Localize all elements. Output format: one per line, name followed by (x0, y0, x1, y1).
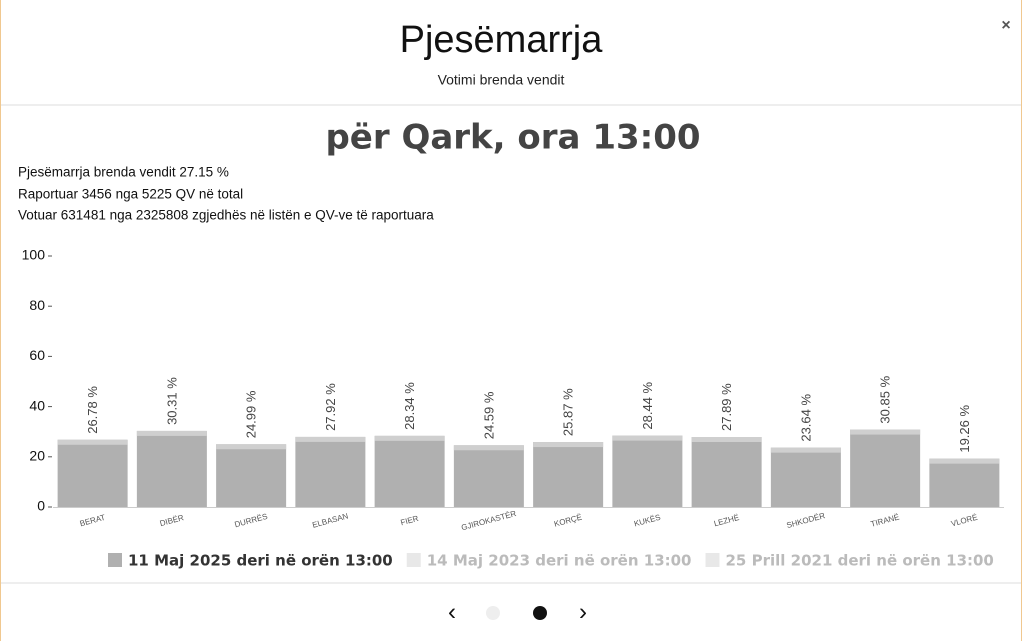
slide-dot[interactable] (486, 606, 500, 620)
x-tick-label: BERAT (79, 513, 107, 528)
bar-bevel (295, 436, 366, 442)
y-tick-label: 20 (29, 448, 45, 464)
info-line: Pjesëmarrja brenda vendit 27.15 % (18, 165, 229, 180)
y-tick-label: 100 (22, 247, 46, 263)
legend-swatch (108, 553, 122, 567)
y-tick-label: 60 (29, 347, 45, 363)
x-tick-label: SHKODËR (786, 511, 827, 530)
bar-bevel (453, 445, 524, 451)
slide-dot[interactable] (533, 606, 547, 620)
data-label: 25.87 % (561, 388, 576, 436)
y-tick-label: 40 (29, 397, 45, 413)
bar (770, 447, 841, 507)
legend-entry[interactable]: 25 Prill 2021 deri në orën 13:00 (726, 552, 994, 570)
data-label: 30.85 % (878, 375, 893, 423)
next-button[interactable]: › (579, 598, 587, 625)
bar (929, 458, 1000, 507)
modal-subtitle: Votimi brenda vendit (438, 72, 565, 88)
bar (295, 436, 366, 507)
bar-bevel (216, 444, 287, 450)
bar-bevel (374, 435, 445, 441)
x-tick-label: LEZHË (713, 513, 740, 528)
bar-bevel (770, 447, 841, 453)
x-tick-label: ELBASAN (311, 511, 349, 529)
data-label: 24.59 % (481, 391, 496, 439)
x-tick-label: TIRANË (870, 512, 901, 528)
y-tick-label: 80 (29, 297, 45, 313)
data-label: 19.26 % (957, 405, 972, 453)
legend-entry[interactable]: 14 Maj 2023 deri në orën 13:00 (427, 552, 692, 570)
prev-button[interactable]: ‹ (448, 598, 456, 625)
bar-bevel (57, 439, 128, 445)
bar (453, 445, 524, 507)
bar (533, 442, 604, 507)
data-label: 28.34 % (402, 382, 417, 430)
data-label: 23.64 % (798, 394, 813, 442)
chart-title: për Qark, ora 13:00 (325, 118, 700, 158)
legend-swatch (705, 553, 720, 567)
bar-bevel (929, 458, 1000, 464)
x-tick-label: DURRËS (234, 512, 269, 529)
info-line: Votuar 631481 nga 2325808 zgjedhës në li… (18, 208, 434, 223)
modal-title: Pjesëmarrja (400, 19, 604, 61)
x-tick-label: FIER (400, 514, 420, 527)
data-label: 30.31 % (164, 377, 179, 425)
bar (136, 430, 207, 507)
bar (374, 435, 445, 507)
x-tick-label: DIBËR (159, 513, 185, 528)
x-tick-label: KUKËS (633, 513, 662, 529)
bar (612, 435, 683, 507)
bar-bevel (533, 442, 604, 448)
bar (850, 429, 921, 507)
x-tick-label: GJIROKASTËR (460, 509, 517, 532)
info-line: Raportuar 3456 nga 5225 QV në total (18, 187, 243, 202)
data-label: 24.99 % (244, 390, 259, 438)
bar (691, 436, 762, 507)
legend-swatch (406, 553, 421, 567)
close-button[interactable]: × (1001, 17, 1010, 34)
x-tick-label: KORÇË (553, 513, 583, 529)
bar-bevel (136, 430, 207, 436)
data-label: 28.44 % (640, 381, 655, 429)
bar-bevel (850, 429, 921, 435)
data-label: 27.92 % (323, 383, 338, 431)
bar (57, 439, 128, 507)
data-label: 27.89 % (719, 383, 734, 431)
x-tick-label: VLORË (950, 513, 979, 529)
bar (216, 444, 287, 507)
data-label: 26.78 % (85, 386, 100, 434)
bar-bevel (691, 436, 762, 442)
y-tick-label: 0 (37, 498, 45, 514)
legend-entry[interactable]: 11 Maj 2025 deri në orën 13:00 (128, 552, 393, 570)
bar-bevel (612, 435, 683, 441)
